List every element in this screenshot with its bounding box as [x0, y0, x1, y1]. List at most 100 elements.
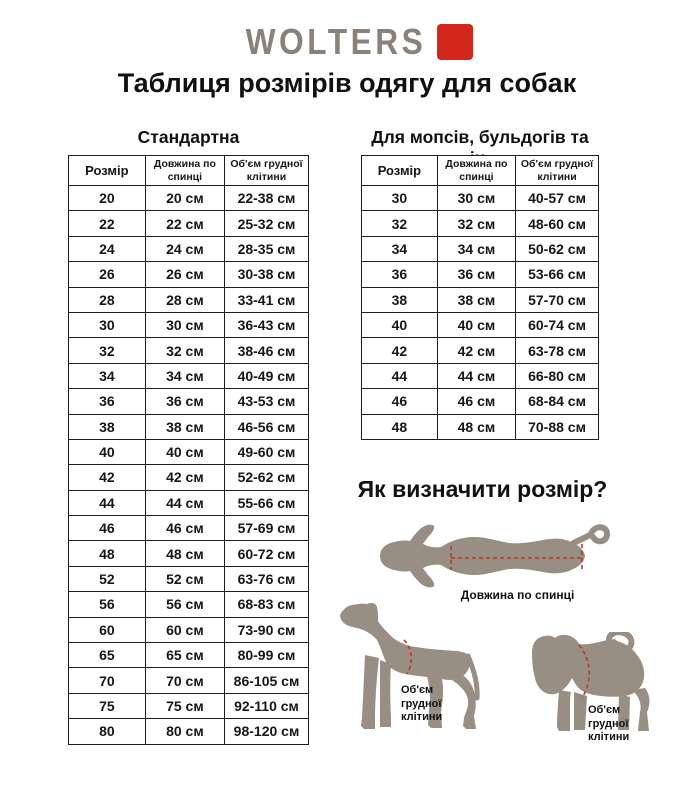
bulldog-side-illustration	[532, 632, 650, 731]
table-cell: 20 см	[144, 184, 225, 212]
table-cell: 24 см	[144, 235, 225, 263]
table-cell: 36	[68, 388, 146, 415]
table-cell: 57-70 см	[515, 286, 599, 313]
table-row: 28 28 см 33-41 см	[68, 286, 310, 313]
table-row: 56 56 см 68-83 см	[68, 591, 310, 618]
column-header: Довжина по спинці	[436, 155, 517, 186]
table-cell: 40-49 см	[223, 362, 310, 390]
brand-logo-text: WOLTERS	[245, 21, 427, 62]
table-cell: 86-105 см	[223, 667, 310, 694]
table-cell: 28 см	[144, 286, 225, 313]
table-cell: 52	[68, 565, 146, 593]
table-row: 44 44 см 55-66 см	[68, 489, 310, 517]
table-cell: 42	[361, 337, 438, 364]
table-cell: 30-38 см	[223, 261, 310, 288]
table-cell: 42 см	[144, 464, 225, 491]
table-cell: 43-53 см	[223, 388, 310, 415]
table-row: 38 38 см 57-70 см	[361, 286, 599, 313]
table-cell: 34 см	[144, 362, 225, 390]
table-row: 22 22 см 25-32 см	[68, 210, 310, 237]
table-cell: 38	[361, 286, 438, 313]
table-cell: 60-72 см	[223, 540, 310, 567]
table-cell: 33-41 см	[223, 286, 310, 313]
table-cell: 34 см	[436, 235, 517, 263]
table-cell: 30	[68, 311, 146, 339]
table-cell: 49-60 см	[223, 438, 310, 466]
table-row: 30 30 см 40-57 см	[361, 184, 599, 212]
table-cell: 92-110 см	[223, 692, 310, 720]
table-row: 42 42 см 52-62 см	[68, 464, 310, 491]
table-cell: 48 см	[144, 540, 225, 567]
table-cell: 32	[68, 337, 146, 364]
table-cell: 36 см	[144, 388, 225, 415]
table-cell: 44	[361, 362, 438, 390]
table-row: 34 34 см 40-49 см	[68, 362, 310, 390]
table-cell: 46 см	[144, 515, 225, 542]
table-cell: 40-57 см	[515, 184, 599, 212]
table-cell: 22	[68, 210, 146, 237]
table-cell: 46 см	[436, 388, 517, 415]
table-row: 20 20 см 22-38 см	[68, 184, 310, 212]
table-cell: 20	[68, 184, 146, 212]
table-row: 70 70 см 86-105 см	[68, 667, 310, 694]
table-cell: 28-35 см	[223, 235, 310, 263]
table-cell: 73-90 см	[223, 616, 310, 644]
table-cell: 75	[68, 692, 146, 720]
table-cell: 70-88 см	[515, 413, 599, 440]
table-row: 34 34 см 50-62 см	[361, 235, 599, 263]
table-cell: 32	[361, 210, 438, 237]
table-cell: 38-46 см	[223, 337, 310, 364]
table-cell: 40	[361, 311, 438, 339]
table-cell: 32 см	[144, 337, 225, 364]
table-row: 26 26 см 30-38 см	[68, 261, 310, 288]
column-header: Розмір	[361, 155, 438, 186]
table-row: 46 46 см 57-69 см	[68, 515, 310, 542]
table-row: 48 48 см 60-72 см	[68, 540, 310, 567]
table-row: 65 65 см 80-99 см	[68, 642, 310, 669]
standard-size-table: Розмір Довжина по спинці Об'єм грудної клі…	[68, 155, 310, 745]
table-cell: 30	[361, 184, 438, 212]
table-cell: 28	[68, 286, 146, 313]
table-cell: 66-80 см	[515, 362, 599, 390]
table-row: 75 75 см 92-110 см	[68, 692, 310, 720]
table-row: 48 48 см 70-88 см	[361, 413, 599, 440]
table-cell: 36	[361, 261, 438, 288]
table-cell: 44	[68, 489, 146, 517]
table-row: 32 32 см 38-46 см	[68, 337, 310, 364]
table-cell: 38 см	[144, 413, 225, 440]
table-row: 80 80 см 98-120 см	[68, 718, 310, 745]
column-header: Об'єм грудної клітини	[223, 155, 310, 186]
table-cell: 22-38 см	[223, 184, 310, 212]
table-cell: 60-74 см	[515, 311, 599, 339]
table-cell: 56 см	[144, 591, 225, 618]
how-to-title: Як визначити розмір?	[357, 476, 608, 502]
table-cell: 46-56 см	[223, 413, 310, 440]
table-cell: 40	[68, 438, 146, 466]
table-row: 44 44 см 66-80 см	[361, 362, 599, 390]
column-header: Розмір	[68, 155, 146, 186]
table-cell: 68-84 см	[515, 388, 599, 415]
table-cell: 42 см	[436, 337, 517, 364]
table-cell: 36-43 см	[223, 311, 310, 339]
standard-table-title: Стандартна	[137, 127, 240, 147]
table-cell: 80	[68, 718, 146, 745]
table-cell: 38	[68, 413, 146, 440]
back-length-measure-line	[450, 544, 583, 572]
table-cell: 32 см	[436, 210, 517, 237]
table-row: 40 40 см 60-74 см	[361, 311, 599, 339]
column-header: Об'єм грудної клітини	[515, 155, 599, 186]
table-cell: 60	[68, 616, 146, 644]
table-row: 36 36 см 53-66 см	[361, 261, 599, 288]
table-cell: 52-62 см	[223, 464, 310, 491]
table-row: 40 40 см 49-60 см	[68, 438, 310, 466]
table-cell: 48	[68, 540, 146, 567]
table-cell: 40 см	[436, 311, 517, 339]
table-cell: 42	[68, 464, 146, 491]
table-cell: 22 см	[144, 210, 225, 237]
table-row: 30 30 см 36-43 см	[68, 311, 310, 339]
table-cell: 65 см	[144, 642, 225, 669]
table-cell: 80 см	[144, 718, 225, 745]
table-cell: 98-120 см	[223, 718, 310, 745]
table-cell: 24	[68, 235, 146, 263]
